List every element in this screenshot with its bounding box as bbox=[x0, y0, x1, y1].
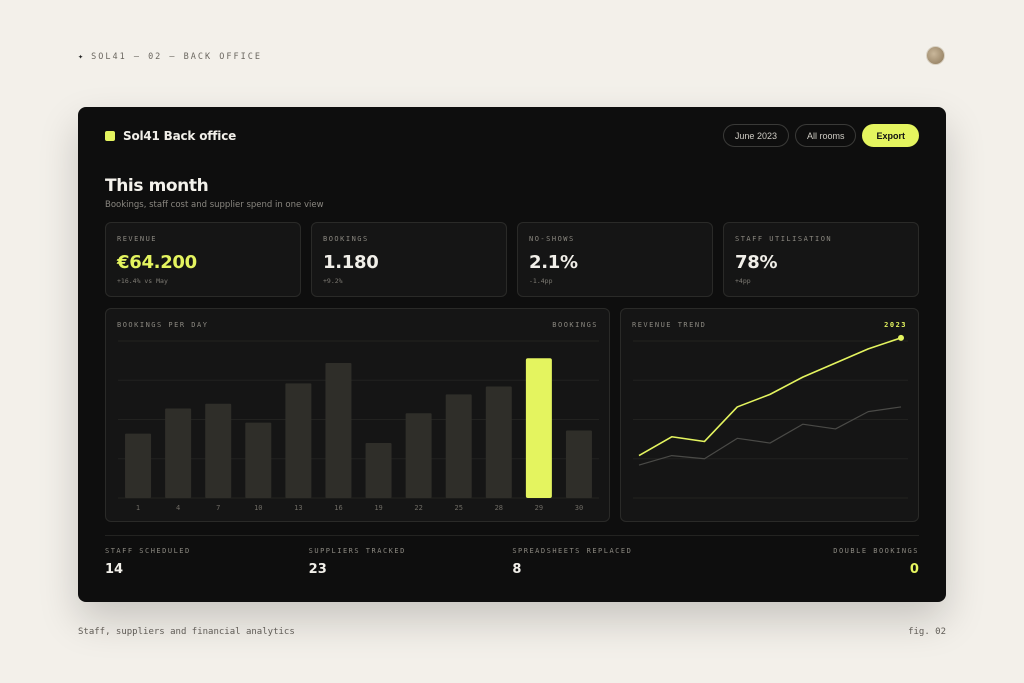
brand-logo-icon bbox=[105, 131, 115, 141]
rooms-filter-button[interactable]: All rooms bbox=[794, 124, 857, 147]
kpi-card-no-shows: NO-SHOWS 2.1% -1.4pp bbox=[517, 222, 713, 297]
page-top-label: ✦ SOL41 — 02 — BACK OFFICE bbox=[78, 52, 262, 62]
revenue-trend-panel: REVENUE TREND 2023 bbox=[620, 308, 919, 522]
stat-value: 8 bbox=[512, 562, 522, 577]
x-tick-label: 29 bbox=[535, 504, 543, 512]
page-top-label-text: SOL41 — 02 — BACK OFFICE bbox=[91, 52, 262, 62]
bar-day-19[interactable] bbox=[365, 443, 392, 498]
stat-suppliers-tracked: SUPPLIERS TRACKED 23 bbox=[309, 547, 512, 577]
toolbar: June 2023 All rooms Export bbox=[722, 124, 919, 147]
kpi-label: NO-SHOWS bbox=[529, 235, 575, 243]
x-tick-label: 16 bbox=[334, 504, 342, 512]
kpi-delta: +9.2% bbox=[323, 277, 343, 285]
stat-value: 0 bbox=[909, 562, 919, 577]
bar-day-7[interactable] bbox=[205, 403, 232, 498]
panel-title: REVENUE TREND bbox=[632, 321, 707, 329]
panel-tag: 2023 bbox=[884, 321, 907, 329]
revenue-line-chart bbox=[633, 334, 908, 499]
kpi-delta: +16.4% vs May bbox=[117, 277, 168, 285]
x-tick-label: 13 bbox=[294, 504, 302, 512]
bookings-per-day-panel: 1 4 7 10 13 16 19 22 25 28 29 30 BOOKINGS PER DAY B… bbox=[105, 308, 610, 522]
revenue-series-line bbox=[638, 337, 902, 457]
stat-label: SPREADSHEETS REPLACED bbox=[512, 547, 633, 555]
x-tick-label: 4 bbox=[176, 504, 180, 512]
brand[interactable]: Sol41 Back office bbox=[105, 129, 236, 143]
x-tick-label: 10 bbox=[254, 504, 262, 512]
x-tick-label: 22 bbox=[414, 504, 422, 512]
x-tick-label: 30 bbox=[575, 504, 583, 512]
brand-name: Sol41 Back office bbox=[123, 129, 237, 143]
x-tick-label: 19 bbox=[374, 504, 382, 512]
kpi-delta: +4pp bbox=[735, 277, 751, 285]
bookings-bar-chart: 1 4 7 10 13 16 19 22 25 28 29 30 bbox=[118, 340, 599, 512]
kpi-value: €64.200 bbox=[117, 252, 197, 273]
bar-day-16[interactable] bbox=[325, 362, 352, 498]
kpi-value: 78% bbox=[735, 252, 778, 273]
bar-day-13[interactable] bbox=[285, 383, 312, 498]
bar-day-28[interactable] bbox=[485, 386, 512, 498]
bar-day-10[interactable] bbox=[245, 422, 272, 498]
export-button[interactable]: Export bbox=[862, 124, 919, 147]
divider bbox=[105, 535, 919, 536]
kpi-label: BOOKINGS bbox=[323, 235, 369, 243]
footer-stats: STAFF SCHEDULED 14 SUPPLIERS TRACKED 23 … bbox=[105, 547, 919, 577]
figure-number: fig. 02 bbox=[908, 627, 946, 637]
page-title: This month bbox=[105, 176, 209, 196]
kpi-value: 1.180 bbox=[323, 252, 379, 273]
panel-title: BOOKINGS PER DAY bbox=[117, 321, 209, 329]
stat-label: STAFF SCHEDULED bbox=[105, 547, 191, 555]
app-window: Sol41 Back office June 2023 All rooms Ex… bbox=[78, 107, 946, 602]
kpi-label: REVENUE bbox=[117, 235, 158, 243]
kpi-value: 2.1% bbox=[529, 252, 578, 273]
stat-label: DOUBLE BOOKINGS bbox=[833, 547, 919, 555]
bar-day-29[interactable] bbox=[525, 358, 552, 498]
month-filter-button[interactable]: June 2023 bbox=[722, 124, 789, 147]
x-tick-label: 7 bbox=[216, 504, 220, 512]
x-tick-label: 25 bbox=[454, 504, 462, 512]
stat-value: 14 bbox=[105, 562, 124, 577]
kpi-delta: -1.4pp bbox=[529, 277, 553, 285]
kpi-card-bookings: BOOKINGS 1.180 +9.2% bbox=[311, 222, 507, 297]
bar-day-1[interactable] bbox=[125, 433, 152, 498]
kpi-card-staff-utilisation: STAFF UTILISATION 78% +4pp bbox=[723, 222, 919, 297]
stat-staff-scheduled: STAFF SCHEDULED 14 bbox=[105, 547, 308, 577]
stat-spreadsheets-replaced: SPREADSHEETS REPLACED 8 bbox=[512, 547, 715, 577]
avatar[interactable] bbox=[926, 46, 945, 65]
comparison-series-line bbox=[638, 406, 902, 466]
stat-double-bookings: DOUBLE BOOKINGS 0 bbox=[716, 547, 919, 577]
figure-caption: Staff, suppliers and financial analytics bbox=[78, 627, 295, 637]
x-tick-label: 28 bbox=[495, 504, 503, 512]
star-icon: ✦ bbox=[78, 52, 86, 62]
page-subtitle: Bookings, staff cost and supplier spend … bbox=[105, 200, 324, 210]
kpi-row: REVENUE €64.200 +16.4% vs May BOOKINGS 1… bbox=[105, 222, 919, 297]
kpi-card-revenue: REVENUE €64.200 +16.4% vs May bbox=[105, 222, 301, 297]
series-end-point[interactable] bbox=[898, 334, 904, 341]
kpi-label: STAFF UTILISATION bbox=[735, 235, 833, 243]
stat-label: SUPPLIERS TRACKED bbox=[308, 547, 406, 555]
stat-value: 23 bbox=[308, 562, 327, 577]
bar-day-22[interactable] bbox=[405, 413, 432, 498]
panel-tag: BOOKINGS bbox=[552, 321, 598, 329]
x-tick-label: 1 bbox=[136, 504, 140, 512]
bar-day-4[interactable] bbox=[165, 408, 192, 498]
bar-day-25[interactable] bbox=[445, 394, 472, 498]
bar-day-30[interactable] bbox=[565, 430, 592, 498]
